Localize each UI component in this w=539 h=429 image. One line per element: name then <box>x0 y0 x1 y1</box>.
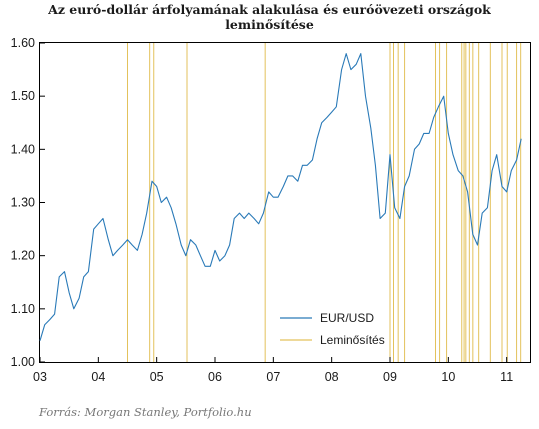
plot-frame <box>39 42 531 363</box>
y-tick-label-3: 1.30 <box>11 196 35 210</box>
x-tick-label-6: 09 <box>383 370 397 384</box>
x-tick-label-4: 07 <box>266 370 280 384</box>
legend-downgrade-label: Leminősítés <box>320 333 385 347</box>
legend-eurusd-label: EUR/USD <box>320 311 374 325</box>
source-note: Forrás: Morgan Stanley, Portfolio.hu <box>39 405 252 419</box>
series-eurusd-line <box>39 53 522 341</box>
x-tick-label-7: 10 <box>441 370 455 384</box>
y-tick-label-6: 1.60 <box>11 36 35 50</box>
x-tick-label-5: 08 <box>325 370 339 384</box>
y-tick-label-5: 1.50 <box>11 89 35 103</box>
downgrade-lines <box>127 43 522 362</box>
chart-title-line-2: leminősítése <box>225 17 314 32</box>
x-tick-label-1: 04 <box>91 370 105 384</box>
x-tick-label-0: 03 <box>33 370 47 384</box>
chart-title-line-1: Az euró-dollár árfolyamának alakulása és… <box>48 2 491 17</box>
x-tick-label-2: 05 <box>150 370 164 384</box>
y-tick-label-1: 1.10 <box>11 302 35 316</box>
y-tick-label-4: 1.40 <box>11 142 35 156</box>
chart-title: Az euró-dollár árfolyamának alakulása és… <box>0 2 539 32</box>
y-tick-label-2: 1.20 <box>11 249 35 263</box>
y-axis: 1.00 1.10 1.20 1.30 1.40 1.50 1.60 <box>11 36 45 369</box>
x-axis: 03 04 05 06 07 08 09 10 11 <box>33 357 513 384</box>
x-tick-label-3: 06 <box>208 370 222 384</box>
legend: EUR/USD Leminősítés <box>280 311 385 347</box>
y-tick-label-0: 1.00 <box>11 355 35 369</box>
x-tick-label-8: 11 <box>500 370 513 384</box>
